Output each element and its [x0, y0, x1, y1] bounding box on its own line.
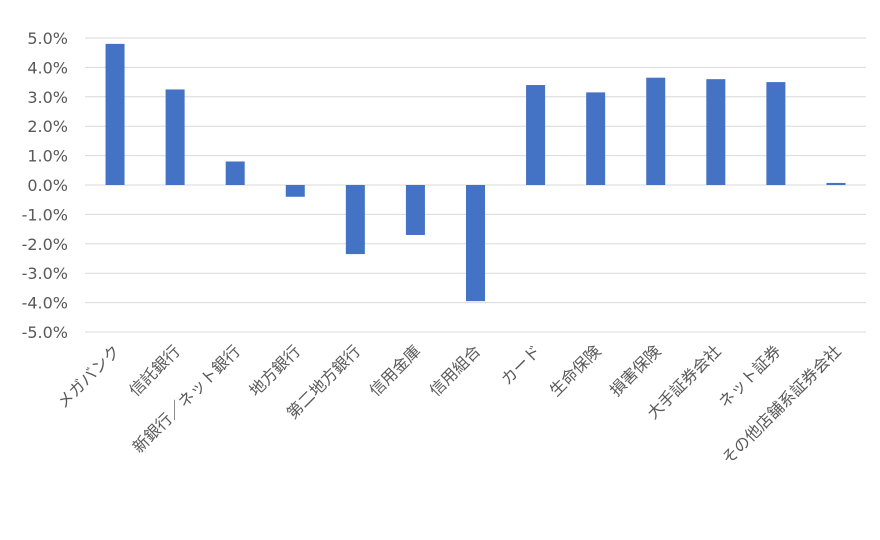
bars [105, 43, 846, 302]
x-category-label: 損害保険 [606, 341, 665, 400]
y-tick-label: -3.0% [22, 264, 68, 283]
x-category-label: 新銀行／ネット銀行 [129, 341, 244, 456]
y-tick-label: -2.0% [22, 235, 68, 254]
bar [105, 43, 125, 185]
x-category-label: 信用金庫 [366, 341, 425, 400]
y-tick-label: 5.0% [27, 29, 68, 48]
y-tick-label: 4.0% [27, 58, 68, 77]
x-category-label: メガバンク [53, 341, 124, 412]
x-category-label: 地方銀行 [245, 341, 304, 400]
x-category-label: 信用組合 [426, 341, 485, 400]
y-axis-tick-labels: 5.0% 4.0% 3.0% 2.0% 1.0% 0.0% -1.0% -2.0% -3.0% -… [22, 29, 68, 342]
x-category-label: 信託銀行 [125, 341, 184, 400]
x-category-label: その他店舗系証券会社 [718, 341, 845, 468]
y-tick-label: -4.0% [22, 294, 68, 313]
bar [345, 185, 365, 255]
y-tick-label: -5.0% [22, 323, 68, 342]
bar [285, 185, 305, 197]
x-category-label: 生命保険 [546, 341, 605, 400]
y-tick-label: 1.0% [27, 147, 68, 166]
x-axis-category-labels: メガバンク 信託銀行新銀行／ネット銀行 地方銀行第二地方銀行 信用金庫 信用組合 カード生… [53, 341, 845, 468]
y-tick-label: 0.0% [27, 176, 68, 195]
bar [466, 185, 485, 302]
bar [826, 182, 846, 185]
bar [225, 161, 245, 185]
y-tick-label: 3.0% [27, 88, 68, 107]
bar [646, 77, 666, 185]
bar [706, 79, 726, 185]
bar [165, 89, 185, 185]
y-tick-label: 2.0% [27, 117, 68, 136]
bar [586, 92, 606, 185]
y-tick-label: -1.0% [22, 205, 68, 224]
bar [405, 185, 425, 235]
x-category-label: カード [497, 341, 544, 388]
bar [766, 82, 786, 185]
bar [526, 85, 546, 185]
